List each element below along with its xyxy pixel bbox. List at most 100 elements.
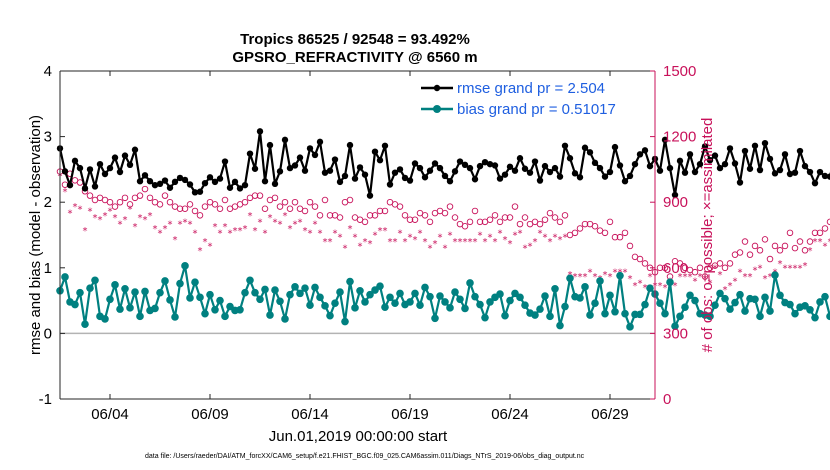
- rmse-point: [241, 181, 249, 189]
- assimilated-obs-marker: *: [738, 268, 743, 279]
- possible-obs-marker: [156, 201, 164, 208]
- possible-obs-marker: [291, 198, 299, 206]
- rmse-point: [196, 188, 204, 195]
- assimilated-obs-marker: *: [303, 226, 308, 237]
- possible-obs-marker: [141, 185, 149, 193]
- rmse-point: [546, 168, 554, 176]
- bias-point: [306, 301, 314, 309]
- rmse-point: [276, 168, 284, 175]
- assimilated-obs-marker: *: [533, 237, 538, 248]
- rmse-point: [676, 157, 684, 165]
- possible-obs-marker: [491, 212, 499, 219]
- rmse-point: [436, 164, 444, 172]
- possible-obs-marker: [446, 203, 454, 210]
- possible-obs-marker: [516, 220, 524, 228]
- assimilated-obs-marker: *: [198, 246, 203, 257]
- assimilated-obs-marker: *: [88, 206, 93, 217]
- bias-point: [711, 301, 719, 309]
- rmse-point: [716, 164, 724, 172]
- bias-point: [86, 284, 94, 292]
- assimilated-obs-marker: *: [263, 228, 268, 239]
- assimilated-obs-marker: *: [433, 239, 438, 250]
- possible-obs-marker: [601, 229, 609, 237]
- bias-point: [681, 303, 689, 311]
- rmse-point: [361, 171, 369, 178]
- assimilated-obs-marker: *: [753, 265, 758, 276]
- rmse-point: [751, 142, 759, 149]
- possible-obs-marker: [461, 223, 469, 230]
- possible-obs-marker: [806, 238, 814, 245]
- rmse-point: [141, 172, 149, 179]
- assimilated-obs-marker: *: [823, 241, 828, 252]
- assimilated-obs-marker: *: [308, 228, 313, 239]
- bias-point: [156, 288, 164, 297]
- rmse-point: [766, 155, 774, 163]
- rmse-point: [301, 167, 309, 174]
- assimilated-obs-marker: *: [493, 237, 498, 248]
- bias-point: [346, 277, 354, 286]
- possible-obs-marker: [146, 194, 154, 202]
- rmse-point: [776, 166, 784, 174]
- rmse-point: [71, 157, 79, 165]
- rmse-point: [351, 175, 359, 182]
- y-left-tick-label: 2: [44, 194, 52, 211]
- rmse-point: [721, 160, 729, 168]
- bias-point: [766, 307, 774, 315]
- assimilated-obs-marker: *: [828, 237, 830, 248]
- bias-point: [611, 307, 619, 316]
- bias-point: [826, 312, 830, 321]
- assimilated-obs-marker: *: [518, 228, 523, 239]
- rmse-point: [166, 184, 174, 191]
- assimilated-obs-marker: *: [63, 187, 68, 198]
- assimilated-obs-marker: *: [68, 209, 73, 220]
- rmse-point: [726, 145, 734, 152]
- bias-point: [466, 279, 474, 287]
- possible-obs-marker: [576, 225, 584, 232]
- legend: rmse grand pr = 2.504 bias grand pr = 0.…: [421, 80, 616, 118]
- y-axis-left-label: rmse and bias (model - observation): [27, 115, 44, 355]
- rmse-point: [116, 168, 124, 176]
- rmse-point: [636, 151, 644, 158]
- x-tick-label: 06/19: [391, 406, 429, 423]
- bias-point: [101, 315, 109, 323]
- bias-point: [71, 300, 79, 309]
- rmse-point: [616, 162, 624, 169]
- rmse-point: [176, 174, 184, 182]
- rmse-point: [816, 168, 824, 176]
- possible-obs-marker: [381, 207, 389, 215]
- assimilated-obs-marker: *: [268, 213, 273, 224]
- possible-obs-marker: [801, 247, 809, 254]
- rmse-point: [661, 136, 669, 144]
- possible-obs-marker: [546, 209, 554, 217]
- possible-obs-marker: [136, 192, 144, 199]
- rmse-point: [556, 173, 564, 180]
- bias-point: [516, 293, 524, 302]
- rmse-point: [771, 170, 779, 177]
- bias-point: [501, 311, 509, 320]
- assimilated-obs-marker: *: [208, 241, 213, 252]
- assimilated-obs-marker: *: [103, 211, 108, 222]
- possible-obs-marker: [741, 238, 749, 245]
- assimilated-obs-marker: *: [693, 276, 698, 287]
- rmse-point: [611, 143, 619, 151]
- assimilated-obs-marker: *: [703, 274, 708, 285]
- bias-point: [201, 309, 209, 318]
- rmse-point: [431, 160, 439, 167]
- rmse-point: [91, 183, 99, 190]
- y-right-tick-label: 0: [663, 391, 671, 408]
- possible-obs-marker: [281, 198, 289, 206]
- possible-obs-marker: [396, 203, 404, 210]
- assimilated-obs-marker: *: [603, 270, 608, 281]
- rmse-point: [696, 160, 704, 168]
- possible-obs-marker: [611, 233, 619, 241]
- rmse-point: [441, 172, 449, 180]
- possible-obs-marker: [756, 247, 764, 254]
- assimilated-obs-marker: *: [483, 237, 488, 248]
- rmse-point: [316, 138, 324, 146]
- possible-obs-marker: [271, 194, 279, 202]
- assimilated-obs-marker: *: [523, 244, 528, 255]
- rmse-point: [821, 172, 829, 180]
- rmse-point: [381, 142, 389, 149]
- bias-point: [236, 305, 244, 314]
- assimilated-obs-marker: *: [683, 272, 688, 283]
